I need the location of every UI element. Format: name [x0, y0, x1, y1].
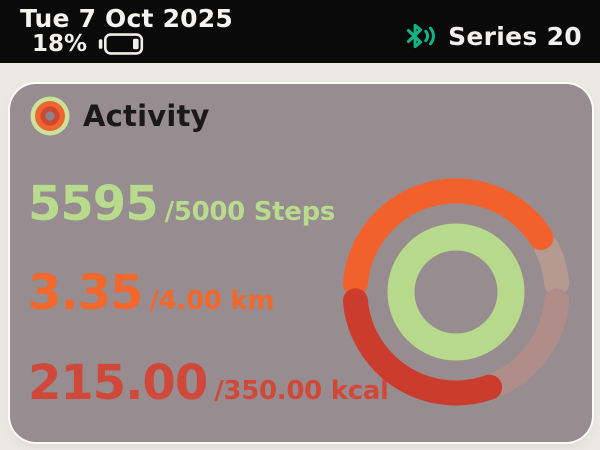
distance-arc — [342, 178, 554, 296]
device-name: Series 20 — [448, 21, 582, 51]
activity-rings-icon — [30, 96, 70, 136]
distance-value: 3.35 — [28, 265, 143, 321]
calories-arc — [342, 288, 503, 406]
activity-rings-chart — [342, 178, 570, 406]
status-date: Tue 7 Oct 2025 — [20, 4, 233, 33]
distance-track — [534, 235, 570, 296]
calories-metric: 215.00 /350.00 kcal — [28, 359, 389, 407]
steps-value: 5595 — [28, 176, 159, 232]
card-title: Activity — [83, 99, 210, 133]
steps-ring — [387, 223, 525, 361]
steps-goal: /5000 Steps — [164, 197, 336, 227]
distance-goal: /4.00 km — [149, 286, 275, 316]
status-bar: Tue 7 Oct 2025 18% Series 20 — [0, 0, 600, 63]
calories-value: 215.00 — [28, 355, 208, 411]
battery-status: 18% — [32, 31, 145, 57]
battery-icon — [98, 33, 144, 55]
distance-metric: 3.35 /4.00 km — [28, 269, 274, 317]
device-status: Series 20 — [401, 19, 582, 53]
steps-metric: 5595 /5000 Steps — [28, 180, 335, 228]
calories-track — [488, 288, 570, 395]
battery-percent: 18% — [32, 31, 88, 57]
calories-goal: /350.00 kcal — [214, 376, 389, 406]
bluetooth-icon — [407, 23, 436, 49]
card-header: Activity — [30, 96, 210, 136]
activity-card[interactable]: Activity 5595 /5000 Steps 3.35 /4.00 km … — [10, 84, 592, 442]
